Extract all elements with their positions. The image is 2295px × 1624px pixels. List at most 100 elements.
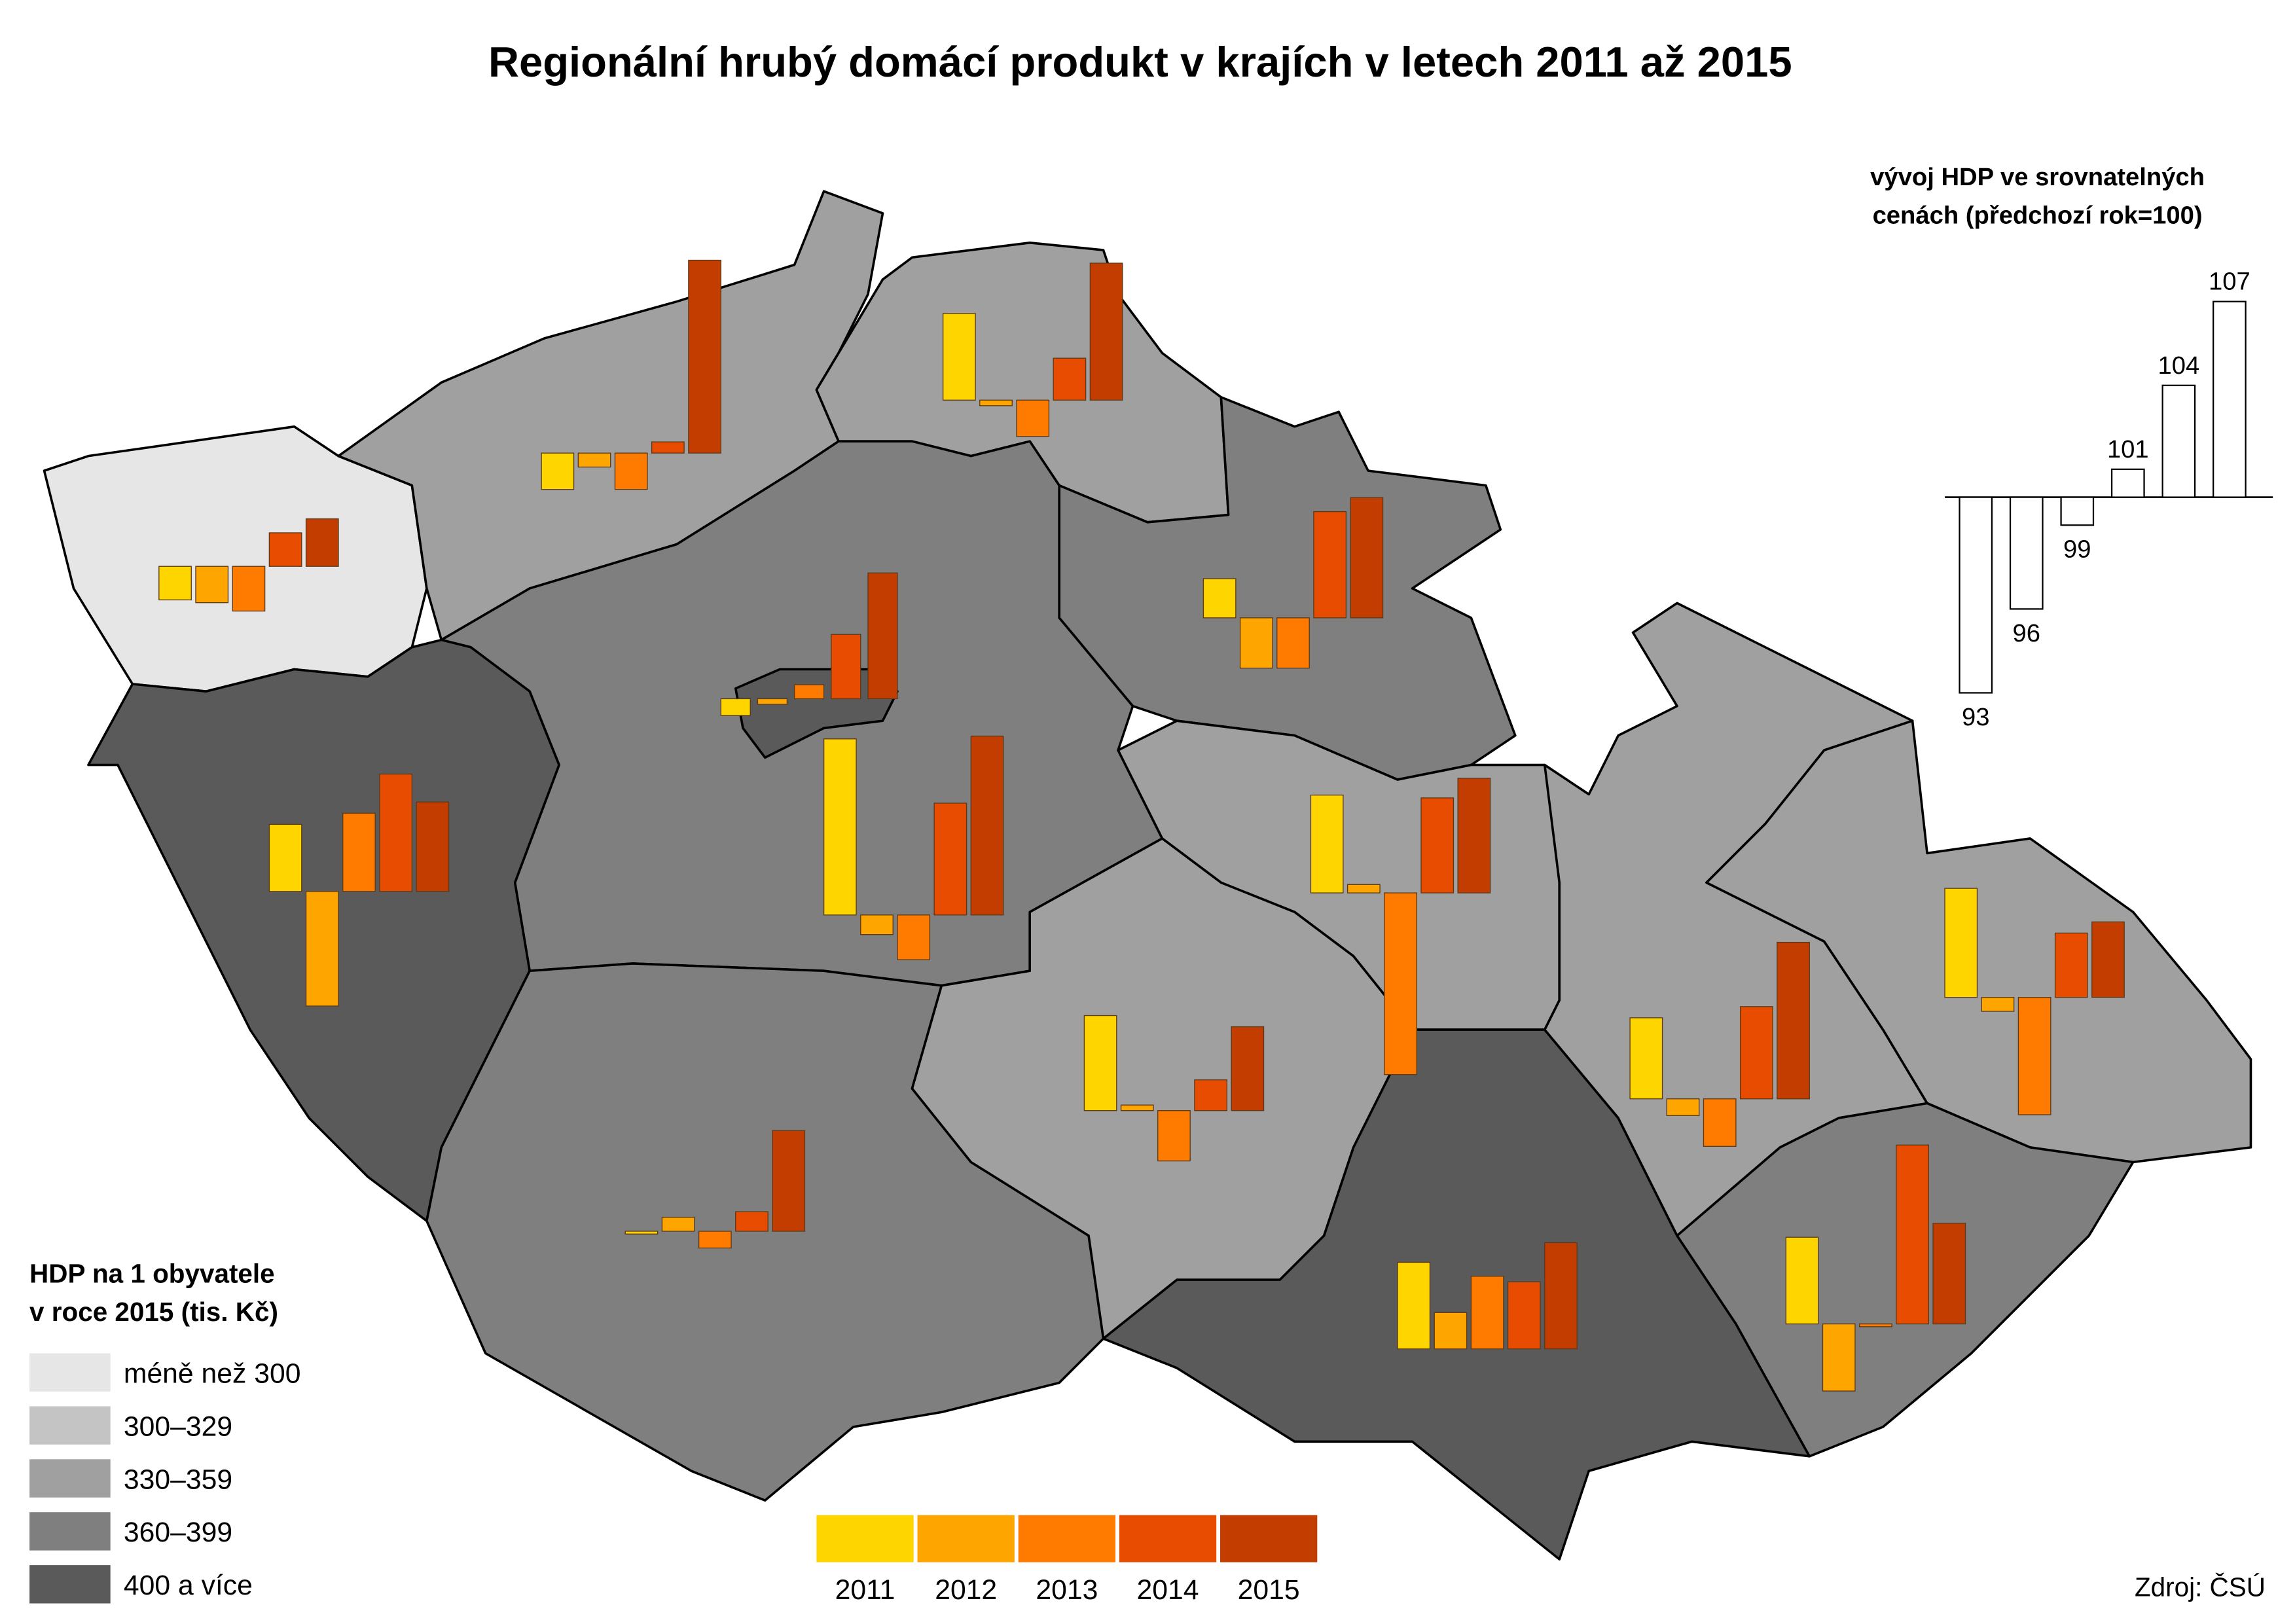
legend-label: 300–329	[124, 1411, 232, 1442]
year-swatch	[1220, 1515, 1318, 1562]
inset-value-label: 96	[2013, 619, 2040, 647]
region-bar	[1777, 941, 1810, 1100]
region-bar	[1420, 797, 1455, 893]
region-bar	[1239, 617, 1273, 669]
region-bar	[1350, 497, 1384, 619]
region-bar	[860, 914, 894, 935]
region-bar	[897, 914, 931, 960]
region-bar	[1544, 1242, 1578, 1350]
inset-value-label: 101	[2107, 435, 2149, 463]
region-bar	[1981, 996, 2015, 1012]
region-bar	[1120, 1104, 1154, 1111]
region-bar	[793, 684, 825, 700]
legend-title: v roce 2015 (tis. Kč)	[29, 1297, 278, 1327]
legend-swatch	[29, 1459, 111, 1498]
region-bar	[195, 566, 229, 604]
region-bar	[541, 452, 575, 490]
title: Regionální hrubý domácí produkt v krajíc…	[488, 38, 1792, 86]
legend-swatch	[29, 1406, 111, 1445]
region-bar	[1629, 1017, 1663, 1100]
legend-label: 330–359	[124, 1464, 232, 1495]
region-bar	[772, 1130, 806, 1232]
legend-title: HDP na 1 obyvatele	[29, 1259, 275, 1289]
region-bar	[379, 773, 413, 892]
region-bar	[651, 441, 685, 454]
year-swatch	[1018, 1515, 1116, 1562]
region-bar	[1739, 1006, 1773, 1100]
inset-value-label: 93	[1962, 703, 1989, 731]
region	[425, 962, 1105, 1502]
legend-label: 360–399	[124, 1517, 232, 1548]
region-bar	[2091, 921, 2125, 998]
inset-value-label: 104	[2158, 352, 2199, 380]
inset-bar	[2009, 496, 2044, 610]
region-bar	[1053, 357, 1087, 401]
inset-title: cenách (předchozí rok=100)	[1873, 202, 2203, 230]
region-bar	[305, 891, 339, 1007]
region-bar	[577, 452, 611, 468]
region-bar	[735, 1211, 768, 1232]
region-bar	[1083, 1015, 1117, 1111]
region-bar	[757, 698, 788, 705]
region-bar	[268, 532, 302, 567]
year-swatch	[1119, 1515, 1217, 1562]
inset-bar	[1959, 496, 1993, 694]
region-bar	[1666, 1098, 1700, 1117]
region-bar	[342, 812, 376, 892]
region-bar	[268, 823, 302, 892]
region-bar	[933, 803, 967, 916]
inset-title: vývoj HDP ve srovnatelných	[1870, 163, 2205, 191]
region-bar	[1932, 1223, 1966, 1325]
region-bar	[1089, 262, 1123, 401]
region-bar	[1822, 1323, 1856, 1392]
region-bar	[624, 1231, 659, 1235]
region-bar	[1457, 778, 1491, 893]
inset-bar	[2161, 384, 2196, 498]
region-bar	[1896, 1144, 1929, 1325]
inset-value-label: 107	[2209, 268, 2250, 296]
region-bar	[1434, 1312, 1468, 1350]
region-bar	[942, 313, 976, 401]
legend-swatch	[29, 1512, 111, 1551]
region-bar	[2017, 996, 2051, 1115]
region-bar	[1507, 1281, 1541, 1350]
region-bar	[1194, 1079, 1228, 1111]
region-bar	[1276, 617, 1310, 669]
region-bar	[1016, 399, 1050, 437]
region-bar	[831, 634, 861, 700]
region-bar	[698, 1231, 732, 1249]
legend-label: 400 a více	[124, 1570, 253, 1601]
region-bar	[970, 735, 1004, 916]
region-bar	[416, 801, 450, 892]
region-bar	[1346, 884, 1381, 893]
region-bar	[1202, 578, 1237, 619]
region-bar	[1703, 1098, 1737, 1147]
region-bar	[661, 1216, 695, 1232]
region-bar	[1231, 1026, 1265, 1111]
inset-value-label: 99	[2063, 535, 2091, 564]
year-label: 2015	[1238, 1574, 1300, 1606]
source: Zdroj: ČSÚ	[2135, 1572, 2266, 1602]
region-bar	[823, 738, 857, 916]
region-bar	[2054, 932, 2088, 998]
legend-swatch	[29, 1565, 111, 1604]
inset-bar	[2110, 468, 2145, 498]
region-bar	[1397, 1261, 1431, 1350]
region-bar	[720, 698, 751, 716]
region-bar	[1310, 794, 1344, 893]
region-bar	[614, 452, 648, 490]
region-bar	[1785, 1236, 1819, 1325]
year-label: 2011	[835, 1574, 895, 1606]
year-label: 2012	[935, 1574, 997, 1606]
region-bar	[232, 566, 266, 612]
year-swatch	[917, 1515, 1015, 1562]
region	[1705, 719, 2252, 1164]
region-bar	[1859, 1323, 1892, 1327]
region-bar	[1384, 892, 1417, 1075]
legend-swatch	[29, 1353, 111, 1392]
year-label: 2013	[1036, 1574, 1098, 1606]
region-bar	[1313, 511, 1347, 619]
region-bar	[979, 399, 1013, 406]
year-swatch	[816, 1515, 914, 1562]
